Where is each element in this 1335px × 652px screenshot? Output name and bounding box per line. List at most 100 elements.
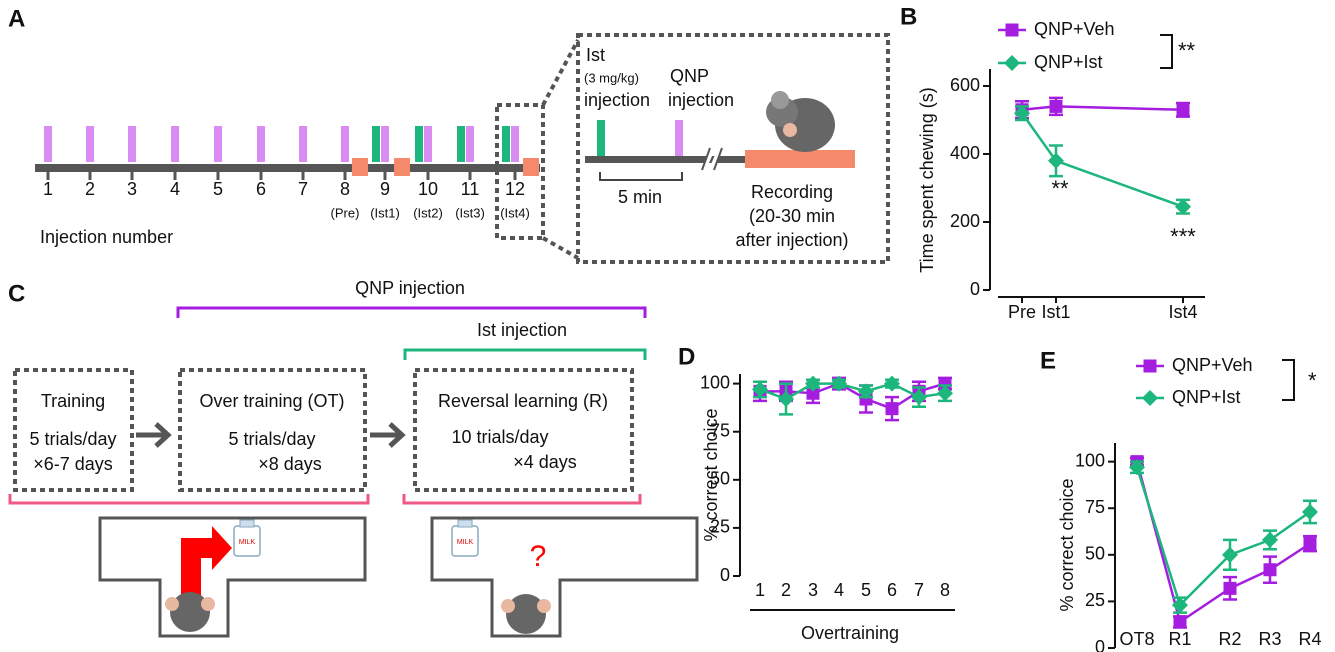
inset-text: Ist bbox=[586, 45, 605, 65]
ist-injection-bar bbox=[457, 126, 465, 162]
ist-injection-bar bbox=[372, 126, 380, 162]
x-tick-label: R4 bbox=[1298, 629, 1321, 649]
phase-bracket bbox=[10, 494, 368, 503]
x-tick-label: R3 bbox=[1258, 629, 1281, 649]
ist-injection-bar bbox=[502, 126, 510, 162]
panel-label: B bbox=[900, 3, 917, 30]
bracket-label: QNP injection bbox=[355, 278, 465, 298]
marker bbox=[1174, 615, 1187, 628]
qnp-injection-bar bbox=[381, 126, 389, 162]
inset-text: (3 mg/kg) bbox=[584, 70, 639, 85]
legend-marker bbox=[1006, 24, 1019, 37]
y-tick-label: 0 bbox=[970, 279, 980, 299]
stage-title: Reversal learning (R) bbox=[438, 391, 608, 411]
y-tick-label: 100 bbox=[1075, 450, 1105, 470]
qnp-injection-bar bbox=[171, 126, 179, 162]
y-tick-label: 25 bbox=[1085, 590, 1105, 610]
y-tick-label: 100 bbox=[700, 372, 730, 392]
marker bbox=[1224, 582, 1237, 595]
inset-box bbox=[578, 35, 888, 262]
marker bbox=[1264, 563, 1277, 576]
stage-text: 10 trials/day bbox=[451, 427, 548, 447]
x-tick-label: OT8 bbox=[1119, 629, 1154, 649]
x-tick-label: 8 bbox=[940, 580, 950, 600]
y-tick-label: 400 bbox=[950, 143, 980, 163]
qnp-injection-bar bbox=[424, 126, 432, 162]
legend-label: QNP+Veh bbox=[1172, 355, 1253, 375]
qnp-injection-bar bbox=[214, 126, 222, 162]
y-tick-label: 50 bbox=[1085, 544, 1105, 564]
x-tick-label: 6 bbox=[887, 580, 897, 600]
recording-block bbox=[352, 158, 368, 176]
stage-text: 5 trials/day bbox=[29, 429, 116, 449]
y-tick-label: 75 bbox=[1085, 497, 1105, 517]
inset-text: Recording bbox=[751, 182, 833, 202]
marker bbox=[1048, 153, 1064, 169]
marker bbox=[1262, 532, 1278, 548]
mouse bbox=[766, 91, 835, 152]
interval-bracket bbox=[600, 172, 682, 180]
qnp-injection-bar bbox=[341, 126, 349, 162]
injection-number: 5 bbox=[213, 179, 223, 199]
x-tick-label: 2 bbox=[781, 580, 791, 600]
phase-label: (Pre) bbox=[331, 205, 360, 220]
stage-text: ×6-7 days bbox=[33, 454, 113, 474]
recording-block bbox=[394, 158, 410, 176]
legend-marker bbox=[1144, 360, 1157, 373]
qnp-injection-bar bbox=[257, 126, 265, 162]
timeline bbox=[585, 156, 750, 163]
zoom-line bbox=[543, 40, 578, 105]
injection-number: 9 bbox=[380, 179, 390, 199]
marker bbox=[886, 402, 899, 415]
x-tick-label: Ist4 bbox=[1168, 302, 1197, 322]
marker bbox=[1302, 504, 1318, 520]
phase-bracket bbox=[404, 494, 640, 503]
ist-injection-bar bbox=[597, 120, 605, 156]
marker bbox=[884, 376, 900, 392]
ist-injection-bar bbox=[415, 126, 423, 162]
inset-text: after injection) bbox=[735, 230, 848, 250]
inset-text: injection bbox=[584, 90, 650, 110]
y-axis-label: % correct choice bbox=[1057, 478, 1077, 611]
x-tick-label: 1 bbox=[755, 580, 765, 600]
figure: A Injection number Ist (3 mg/kg) injecti… bbox=[0, 0, 1335, 652]
injection-number: 1 bbox=[43, 179, 53, 199]
axis-label: Injection number bbox=[40, 227, 173, 247]
x-tick-label: Pre bbox=[1008, 302, 1036, 322]
stage-title: Over training (OT) bbox=[199, 391, 344, 411]
timeline bbox=[35, 164, 540, 172]
qnp-bracket bbox=[178, 308, 645, 318]
qnp-injection-bar bbox=[44, 126, 52, 162]
inset-text: (20-30 min bbox=[749, 206, 835, 226]
inset-text: QNP bbox=[670, 66, 709, 86]
stage-text: ×8 days bbox=[258, 454, 322, 474]
t-maze bbox=[100, 518, 365, 636]
panel-label: A bbox=[8, 5, 25, 32]
marker bbox=[1050, 100, 1063, 113]
legend-marker bbox=[1142, 390, 1158, 406]
stage-title: Training bbox=[41, 391, 105, 411]
qnp-injection-bar bbox=[128, 126, 136, 162]
question-mark: ? bbox=[530, 540, 547, 573]
injection-number: 10 bbox=[418, 179, 438, 199]
significance-bracket bbox=[1282, 360, 1294, 400]
series-line bbox=[1022, 106, 1183, 109]
injection-number: 8 bbox=[340, 179, 350, 199]
x-tick-label: 4 bbox=[834, 580, 844, 600]
x-tick-label: R2 bbox=[1218, 629, 1241, 649]
qnp-injection-bar bbox=[511, 126, 519, 162]
y-axis-label: Time spent chewing (s) bbox=[917, 87, 937, 272]
series-line bbox=[1137, 462, 1310, 622]
panel-label: D bbox=[678, 343, 695, 370]
y-tick-label: 600 bbox=[950, 75, 980, 95]
significance-label: ** bbox=[1178, 38, 1196, 63]
milk-label: MILK bbox=[239, 539, 256, 546]
phase-label: (Ist4) bbox=[500, 205, 530, 220]
inset-text: 5 min bbox=[618, 187, 662, 207]
y-axis-label: % correct choice bbox=[701, 408, 721, 541]
injection-number: 4 bbox=[170, 179, 180, 199]
milk-label: MILK bbox=[457, 539, 474, 546]
annotation: *** bbox=[1170, 224, 1196, 249]
legend-label: QNP+Ist bbox=[1034, 52, 1103, 72]
y-tick-label: 0 bbox=[1095, 637, 1105, 652]
